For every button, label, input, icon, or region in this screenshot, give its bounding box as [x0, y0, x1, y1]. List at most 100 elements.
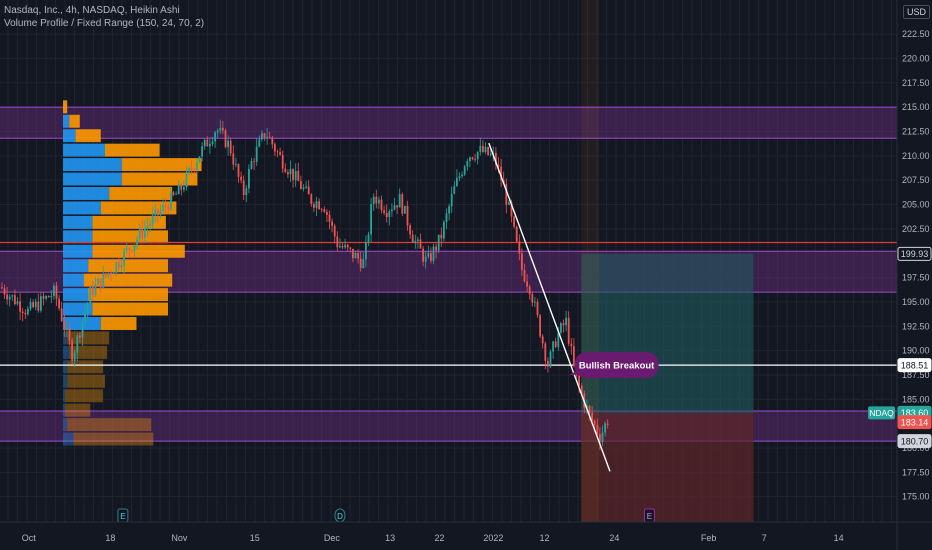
profile-bar-down [65, 389, 103, 403]
currency-badge[interactable]: USD [903, 5, 931, 19]
candle-body [357, 253, 359, 259]
candle-body [339, 245, 341, 248]
y-tick-label: 217.50 [902, 78, 930, 88]
candle-body [396, 205, 398, 208]
annotations[interactable]: Bullish Breakout NDAQ E D E [117, 352, 895, 523]
y-tick-label: 222.50 [902, 29, 930, 39]
price-badge[interactable] [897, 246, 932, 261]
candle-body [183, 187, 185, 190]
candle-body [71, 340, 73, 361]
candle-body [385, 213, 388, 218]
candle-body [565, 317, 567, 326]
candle-body [19, 301, 21, 312]
candle-body [294, 170, 297, 181]
candle-body [8, 296, 11, 300]
candle-body [365, 242, 367, 260]
profile-bar-up [63, 201, 101, 215]
candle-body [315, 201, 318, 208]
candle-body [300, 181, 302, 189]
candle-body [203, 139, 206, 147]
candle-body [554, 341, 557, 348]
profile-bar-down [88, 259, 168, 273]
candle-body [292, 168, 294, 181]
candle-body [105, 273, 107, 276]
candle-body [539, 315, 541, 337]
x-tick-label: Oct [22, 533, 37, 543]
y-tick-label: 187.50 [902, 370, 930, 380]
session-highlight [581, 0, 600, 522]
candle-body [268, 136, 271, 138]
candle-body [323, 209, 326, 212]
symbol-badge[interactable] [868, 406, 895, 420]
profile-bar-up [63, 129, 76, 143]
candle-body [471, 157, 474, 159]
candle-body [92, 287, 94, 296]
candle-body [456, 177, 458, 186]
candle-body [34, 301, 37, 308]
price-axis[interactable]: 222.50 220.00 217.50 215.00 212.50 210.00 207.… [897, 0, 932, 550]
candle-body [120, 265, 123, 268]
breakout-label-text: Bullish Breakout [579, 361, 655, 372]
candle-body [419, 239, 422, 249]
price-badge[interactable] [897, 434, 932, 449]
y-tick-label: 205.00 [902, 200, 930, 210]
candle-body [45, 296, 47, 299]
candle-body [284, 168, 287, 173]
candle-body [198, 156, 201, 163]
candle-body [50, 296, 53, 298]
candle-body [521, 253, 523, 270]
candle-body [112, 272, 115, 275]
candle-body [271, 137, 274, 145]
y-tick-label: 197.50 [902, 273, 930, 283]
candle-body [482, 145, 484, 152]
price-badge-label: 199.93 [901, 249, 929, 259]
candle-body [346, 244, 349, 248]
candle-body [289, 168, 292, 175]
profile-bar-up [63, 403, 66, 417]
price-badge[interactable] [897, 415, 932, 430]
candle-body [102, 273, 105, 288]
candle-body [81, 321, 84, 338]
price-badge[interactable] [897, 358, 932, 373]
y-tick-label: 202.50 [902, 224, 930, 234]
breakout-label-box[interactable] [574, 352, 659, 379]
candle-body [534, 301, 536, 303]
profile-bar-up [63, 187, 110, 200]
candle-body [380, 199, 383, 211]
candle-body [209, 143, 211, 147]
candle-body [432, 246, 435, 261]
candle-body [175, 194, 177, 195]
long-position-tool[interactable] [581, 0, 754, 522]
candle-body [336, 236, 339, 248]
candle-body [193, 169, 196, 171]
candle-body [242, 180, 245, 196]
candle-body [547, 360, 549, 367]
candle-body [474, 158, 476, 160]
candle-body [133, 244, 136, 252]
candle-body [258, 139, 261, 147]
candle-body [47, 296, 50, 298]
candle-body [359, 258, 362, 268]
candle-body [424, 256, 427, 262]
x-tick-label: Dec [324, 533, 341, 543]
trendline-line[interactable] [488, 142, 611, 472]
x-tick-label: 14 [834, 533, 844, 543]
candle-body [349, 247, 352, 249]
candle-body [157, 209, 159, 216]
candle-body [573, 346, 575, 366]
price-badge-label: 183.60 [901, 408, 929, 418]
trendline[interactable] [488, 142, 611, 472]
horizontal-lines[interactable] [0, 241, 897, 366]
candle-body [151, 215, 154, 225]
candle-body [354, 253, 357, 259]
candle-body [222, 127, 224, 131]
candle-body [469, 157, 471, 162]
stop-zone[interactable] [581, 412, 754, 522]
candle-body [463, 166, 466, 175]
candle-body [266, 136, 268, 138]
target-zone[interactable] [581, 253, 754, 413]
candle-body [411, 234, 414, 243]
zone-rectangle[interactable] [0, 107, 897, 139]
